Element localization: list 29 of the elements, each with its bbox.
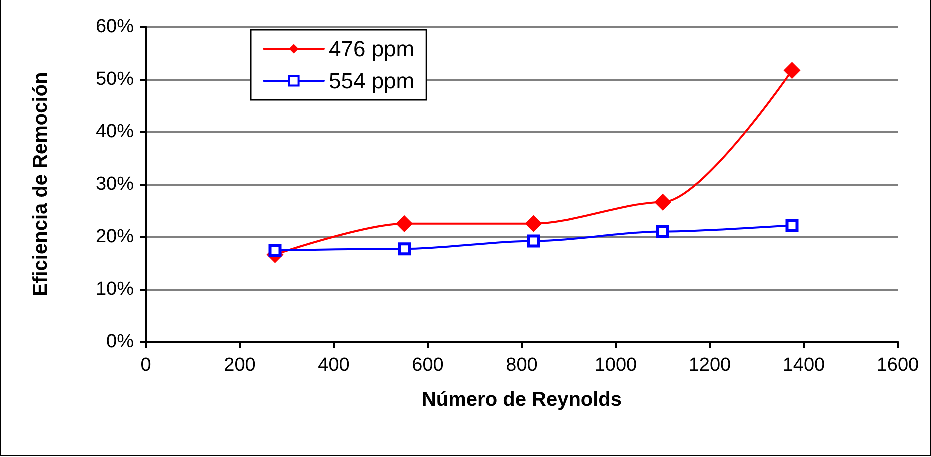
- y-tick-label: 40%: [96, 122, 134, 142]
- x-axis-title: Número de Reynolds: [422, 389, 622, 411]
- legend-label: 476 ppm: [329, 36, 415, 62]
- y-tick-label: 0%: [106, 332, 134, 352]
- x-tick-label: 1000: [594, 355, 638, 376]
- x-tick-label: 600: [412, 355, 444, 376]
- y-tick-label: 50%: [96, 69, 134, 90]
- point: [396, 215, 413, 232]
- point: [525, 215, 542, 232]
- point: [527, 234, 540, 248]
- point: [656, 225, 670, 238]
- x-tick-label: 1600: [876, 355, 920, 376]
- x-tick-label: 1200: [688, 355, 732, 376]
- x-tick-label: 200: [224, 355, 256, 376]
- point: [268, 244, 282, 258]
- point: [784, 62, 801, 80]
- x-tick-label: 800: [506, 355, 538, 376]
- point: [398, 242, 411, 256]
- x-tick-label: 1400: [782, 355, 826, 376]
- y-axis-title: Eficiencia de Remoción: [30, 72, 52, 297]
- y-tick-label: 20%: [96, 226, 134, 248]
- x-tick-label: 400: [318, 355, 350, 376]
- x-tick-label: 0: [140, 355, 152, 376]
- point: [654, 194, 672, 211]
- legend-label: 554 ppm: [329, 68, 415, 94]
- point: [786, 218, 799, 232]
- y-tick-label: 60%: [96, 16, 134, 38]
- y-tick-label: 10%: [96, 279, 134, 300]
- y-tick-label: 30%: [96, 174, 134, 195]
